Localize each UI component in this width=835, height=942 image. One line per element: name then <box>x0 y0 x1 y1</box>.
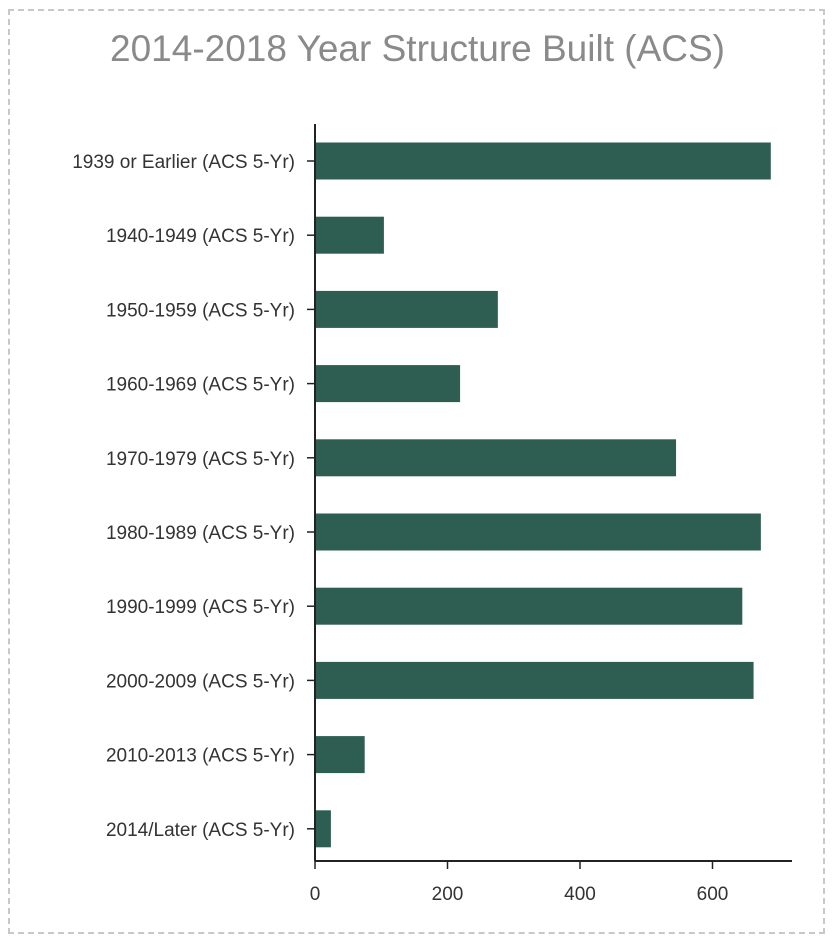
bar <box>315 290 498 328</box>
bar <box>315 587 743 625</box>
category-label: 1980-1989 (ACS 5-Yr) <box>106 523 295 544</box>
bar-group <box>315 142 771 848</box>
category-label: 1990-1999 (ACS 5-Yr) <box>106 597 295 618</box>
category-label: 1970-1979 (ACS 5-Yr) <box>106 449 295 470</box>
chart-title: 2014-2018 Year Structure Built (ACS) <box>110 28 725 69</box>
chart-frame <box>8 9 825 934</box>
bar <box>315 661 754 699</box>
category-label: 2010-2013 (ACS 5-Yr) <box>106 746 295 767</box>
x-tick-label: 0 <box>310 884 321 905</box>
x-tick-label: 600 <box>697 884 729 905</box>
category-label: 1960-1969 (ACS 5-Yr) <box>106 375 295 396</box>
bar <box>315 513 761 551</box>
bar <box>315 142 771 180</box>
bar <box>315 810 331 848</box>
x-tick-labels: 0 200 400 600 <box>310 884 729 905</box>
bar <box>315 736 365 774</box>
category-label: 1940-1949 (ACS 5-Yr) <box>106 226 295 247</box>
x-tick-label: 200 <box>432 884 464 905</box>
category-labels: 1939 or Earlier (ACS 5-Yr) 1940-1949 (ACS… <box>72 152 295 841</box>
category-label: 1939 or Earlier (ACS 5-Yr) <box>72 152 295 173</box>
axes <box>307 124 792 869</box>
category-label: 1950-1959 (ACS 5-Yr) <box>106 300 295 321</box>
bar <box>315 439 677 477</box>
bar <box>315 216 384 254</box>
category-label: 2014/Later (ACS 5-Yr) <box>106 820 295 841</box>
bar <box>315 365 461 403</box>
x-tick-label: 400 <box>564 884 596 905</box>
category-label: 2000-2009 (ACS 5-Yr) <box>106 671 295 692</box>
